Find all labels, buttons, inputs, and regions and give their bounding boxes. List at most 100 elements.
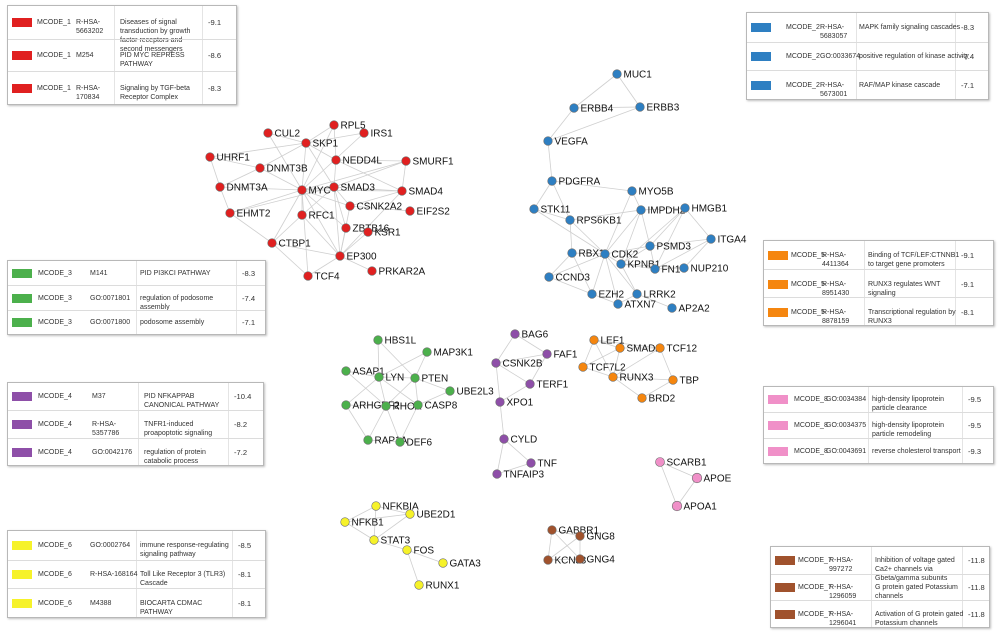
node-gng8[interactable]: GNG8 — [575, 531, 616, 543]
node-circle[interactable] — [680, 203, 690, 213]
node-smad2[interactable]: SMAD2 — [615, 343, 662, 355]
node-ehmt2[interactable]: EHMT2 — [225, 208, 271, 220]
node-ube2l3[interactable]: UBE2L3 — [445, 386, 494, 398]
node-circle[interactable] — [569, 103, 579, 113]
node-circle[interactable] — [422, 347, 432, 357]
node-tbp[interactable]: TBP — [668, 375, 700, 387]
node-erbb4[interactable]: ERBB4 — [569, 103, 614, 115]
node-apoa1[interactable]: APOA1 — [671, 500, 717, 513]
node-smurf1[interactable]: SMURF1 — [401, 156, 454, 168]
node-circle[interactable] — [616, 259, 626, 269]
node-circle[interactable] — [667, 303, 677, 313]
node-circle[interactable] — [679, 263, 689, 273]
node-arhgef2[interactable]: ARHGEF2 — [341, 400, 400, 412]
node-circle[interactable] — [613, 299, 623, 309]
node-circle[interactable] — [543, 555, 553, 565]
node-circle[interactable] — [341, 400, 351, 410]
node-prkar2a[interactable]: PRKAR2A — [367, 266, 426, 278]
node-hmgb1[interactable]: HMGB1 — [680, 203, 728, 215]
node-circle[interactable] — [363, 435, 373, 445]
node-myc[interactable]: MYC — [297, 185, 331, 197]
node-circle[interactable] — [345, 201, 355, 211]
node-runx3[interactable]: RUNX3 — [608, 372, 654, 384]
node-atxn7[interactable]: ATXN7 — [613, 299, 657, 311]
node-circle[interactable] — [301, 138, 311, 148]
node-circle[interactable] — [414, 580, 424, 590]
node-circle[interactable] — [543, 136, 553, 146]
node-kpnb1[interactable]: KPNB1 — [616, 259, 661, 271]
node-smad3[interactable]: SMAD3 — [329, 182, 376, 194]
node-circle[interactable] — [297, 210, 307, 220]
node-cul2[interactable]: CUL2 — [263, 128, 301, 140]
node-xpo1[interactable]: XPO1 — [495, 397, 534, 409]
node-circle[interactable] — [632, 289, 642, 299]
node-nfkbia[interactable]: NFKBIA — [371, 501, 419, 513]
node-ctbp1[interactable]: CTBP1 — [267, 238, 311, 250]
node-cyld[interactable]: CYLD — [499, 434, 537, 446]
node-uhrf1[interactable]: UHRF1 — [205, 152, 251, 164]
node-def6[interactable]: DEF6 — [395, 437, 433, 449]
node-circle[interactable] — [341, 223, 351, 233]
node-irs1[interactable]: IRS1 — [359, 128, 393, 140]
node-gabbr1[interactable]: GABBR1 — [547, 525, 600, 537]
node-circle[interactable] — [381, 401, 391, 411]
node-circle[interactable] — [589, 335, 599, 345]
node-circle[interactable] — [510, 329, 520, 339]
node-gng4[interactable]: GNG4 — [575, 554, 616, 566]
node-circle[interactable] — [215, 182, 225, 192]
node-rap1a[interactable]: RAP1A — [363, 435, 408, 447]
node-smad4[interactable]: SMAD4 — [397, 186, 444, 198]
node-circle[interactable] — [627, 186, 637, 196]
node-rfc1[interactable]: RFC1 — [297, 210, 335, 222]
node-circle[interactable] — [373, 335, 383, 345]
node-circle[interactable] — [600, 249, 610, 259]
node-skp1[interactable]: SKP1 — [301, 138, 339, 150]
node-ksr1[interactable]: KSR1 — [363, 227, 401, 239]
node-circle[interactable] — [575, 554, 585, 564]
node-circle[interactable] — [367, 266, 377, 276]
node-lyn[interactable]: LYN — [374, 372, 405, 384]
node-circle[interactable] — [636, 205, 646, 215]
node-circle[interactable] — [438, 558, 448, 568]
node-circle[interactable] — [255, 163, 265, 173]
node-runx1[interactable]: RUNX1 — [414, 580, 460, 592]
node-circle[interactable] — [615, 343, 625, 353]
node-circle[interactable] — [405, 509, 415, 519]
node-nedd4l[interactable]: NEDD4L — [331, 155, 383, 167]
node-circle[interactable] — [706, 234, 716, 244]
node-itga4[interactable]: ITGA4 — [706, 234, 747, 246]
node-stk11[interactable]: STK11 — [529, 204, 571, 216]
node-circle[interactable] — [492, 469, 502, 479]
node-circle[interactable] — [547, 525, 557, 535]
node-circle[interactable] — [402, 545, 412, 555]
node-lrrk2[interactable]: LRRK2 — [632, 289, 676, 301]
node-circle[interactable] — [635, 102, 645, 112]
node-cdk2[interactable]: CDK2 — [600, 249, 639, 261]
node-tnfaip3[interactable]: TNFAIP3 — [492, 469, 545, 481]
node-rpl5[interactable]: RPL5 — [329, 120, 366, 132]
node-circle[interactable] — [645, 241, 655, 251]
node-circle[interactable] — [668, 375, 678, 385]
node-hbs1l[interactable]: HBS1L — [373, 335, 417, 347]
node-circle[interactable] — [205, 152, 215, 162]
node-circle[interactable] — [341, 366, 351, 376]
node-circle[interactable] — [650, 264, 660, 274]
node-vegfa[interactable]: VEGFA — [543, 136, 588, 148]
node-circle[interactable] — [340, 517, 350, 527]
node-circle[interactable] — [637, 393, 647, 403]
node-tcf4[interactable]: TCF4 — [303, 271, 340, 283]
node-circle[interactable] — [529, 204, 539, 214]
node-apoe[interactable]: APOE — [691, 472, 732, 485]
node-stat3[interactable]: STAT3 — [369, 535, 411, 547]
node-circle[interactable] — [329, 120, 339, 130]
node-psmd3[interactable]: PSMD3 — [645, 241, 692, 253]
node-circle[interactable] — [363, 227, 373, 237]
node-casp8[interactable]: CASP8 — [413, 400, 458, 412]
node-circle[interactable] — [297, 185, 307, 195]
node-circle[interactable] — [410, 373, 420, 383]
node-circle[interactable] — [263, 128, 273, 138]
node-gata3[interactable]: GATA3 — [438, 558, 482, 570]
node-circle[interactable] — [655, 457, 665, 467]
node-terf1[interactable]: TERF1 — [525, 379, 569, 391]
node-circle[interactable] — [547, 176, 557, 186]
